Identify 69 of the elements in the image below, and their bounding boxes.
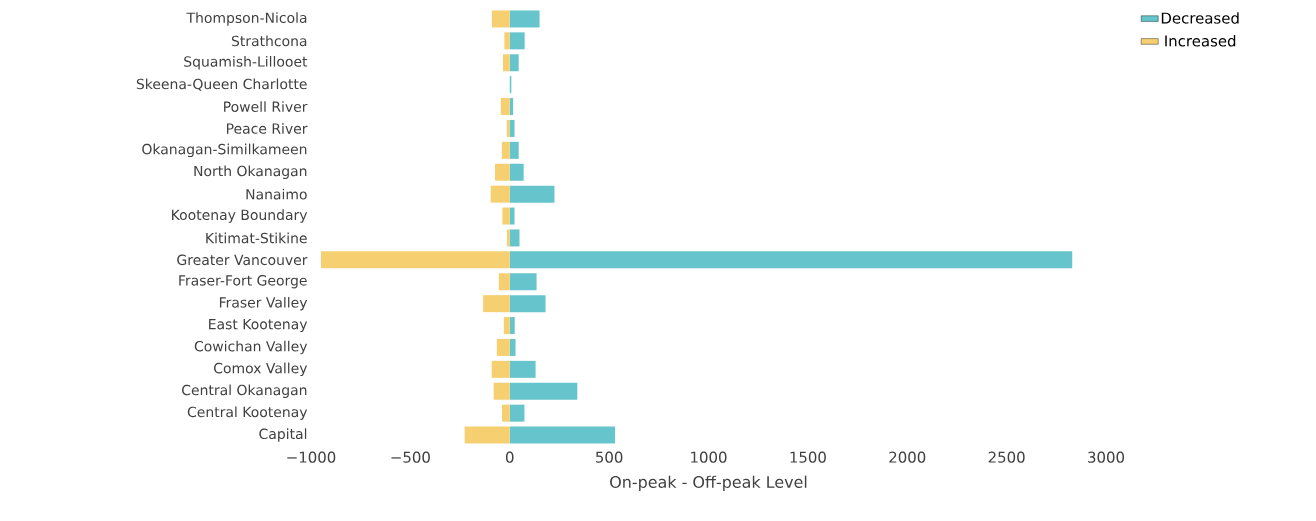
bar	[509, 119, 515, 137]
bar	[509, 295, 546, 313]
x-tick-label: 500	[596, 451, 623, 463]
bar	[496, 338, 510, 356]
bar	[491, 10, 510, 28]
bar	[509, 163, 524, 181]
x-tick-label: 3000	[1088, 451, 1125, 463]
bar	[502, 404, 510, 422]
legend-label: Increased	[1165, 35, 1236, 47]
y-tick-label: Strathcona	[231, 35, 307, 47]
y-tick-label: Fraser-Fort George	[179, 275, 307, 289]
bar	[503, 54, 510, 72]
bar	[509, 360, 536, 378]
x-tick-label: −500	[391, 451, 430, 463]
y-tick-label: Central Kootenay	[187, 406, 308, 420]
bar	[509, 185, 555, 203]
bar	[320, 251, 510, 269]
bar	[493, 382, 510, 400]
y-tick-label: Kitimat-Stikine	[206, 232, 307, 244]
bar	[491, 360, 510, 378]
y-tick-label: Cowichan Valley	[194, 340, 308, 355]
bar	[464, 426, 510, 444]
x-tick-label: −1000	[287, 451, 336, 463]
bar	[490, 185, 510, 203]
x-tick-label: 1500	[790, 451, 826, 463]
y-tick-label: Greater Vancouver	[177, 254, 308, 266]
bar	[509, 404, 525, 422]
bar	[509, 382, 578, 400]
bar	[509, 251, 1073, 269]
y-tick-label: Okanagan-Similkameen	[142, 143, 307, 158]
bar	[503, 317, 510, 335]
y-tick-label: Capital	[259, 428, 307, 442]
bar	[509, 141, 519, 159]
y-tick-label: North Okanagan	[194, 165, 307, 180]
bar	[509, 10, 540, 28]
bar	[483, 295, 510, 313]
bar	[509, 229, 520, 247]
bar	[509, 273, 537, 291]
legend-label: Decreased	[1161, 12, 1239, 24]
y-tick-label: Powell River	[224, 101, 308, 112]
bar	[506, 119, 510, 137]
bar	[509, 338, 516, 356]
bar	[509, 317, 515, 335]
y-tick-label: Peace River	[226, 123, 308, 134]
bar	[504, 32, 510, 50]
y-tick-label: Central Okanagan	[182, 384, 307, 399]
x-axis-title: On-peak - Off-peak Level	[610, 475, 807, 492]
bar	[500, 98, 510, 116]
y-tick-label: Kootenay Boundary	[172, 209, 308, 223]
bar	[509, 207, 515, 225]
y-tick-label: Fraser Valley	[219, 296, 308, 311]
bar	[498, 273, 510, 291]
bar	[495, 163, 510, 181]
bar	[501, 141, 510, 159]
x-tick-label: 0	[505, 451, 514, 463]
y-tick-label: Nanaimo	[246, 188, 307, 200]
bar	[509, 32, 525, 50]
x-tick-label: 2500	[988, 451, 1025, 463]
y-tick-label: Comox Valley	[214, 362, 308, 377]
y-tick-label: East Kootenay	[209, 319, 308, 333]
bar	[506, 229, 510, 247]
y-tick-label: Squamish-Lillooet	[184, 56, 308, 70]
bar	[509, 426, 616, 444]
y-tick-label: Skeena-Queen Charlotte	[136, 78, 307, 91]
bar	[509, 54, 519, 72]
x-tick-label: 1000	[691, 451, 727, 463]
y-tick-label: Thompson-Nicola	[186, 12, 307, 26]
bar	[502, 207, 510, 225]
x-tick-label: 2000	[889, 451, 926, 463]
